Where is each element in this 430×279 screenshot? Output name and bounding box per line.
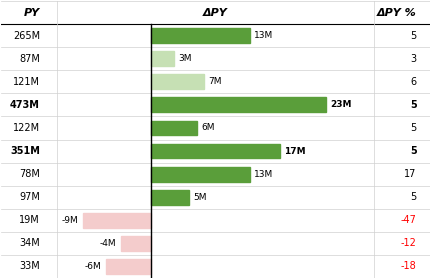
Text: 5: 5 [409, 100, 416, 110]
Text: PY: PY [24, 8, 40, 18]
Text: 19M: 19M [19, 215, 40, 225]
Text: -6M: -6M [85, 262, 101, 271]
Bar [151, 167, 249, 182]
Text: 34M: 34M [19, 238, 40, 248]
Text: -12: -12 [400, 238, 416, 248]
Text: 78M: 78M [19, 169, 40, 179]
Text: 33M: 33M [19, 261, 40, 271]
Bar [121, 235, 151, 251]
Bar [151, 97, 325, 112]
Text: 97M: 97M [19, 192, 40, 202]
Bar [151, 28, 249, 44]
Text: 3: 3 [410, 54, 416, 64]
Text: 5: 5 [409, 123, 416, 133]
Bar [151, 143, 280, 158]
Bar [83, 213, 151, 228]
Text: 17M: 17M [284, 146, 305, 155]
Text: -18: -18 [400, 261, 416, 271]
Text: 5: 5 [409, 192, 416, 202]
Text: 6: 6 [410, 77, 416, 87]
Text: 7M: 7M [208, 78, 221, 86]
Text: 87M: 87M [19, 54, 40, 64]
Text: 265M: 265M [13, 31, 40, 41]
Text: 13M: 13M [253, 32, 273, 40]
Text: 121M: 121M [13, 77, 40, 87]
Text: 3M: 3M [178, 54, 191, 63]
Text: 5: 5 [409, 146, 416, 156]
Text: -4M: -4M [100, 239, 117, 247]
Text: -9M: -9M [62, 216, 79, 225]
Bar [151, 121, 196, 136]
Text: 5: 5 [409, 31, 416, 41]
Text: 6M: 6M [200, 124, 214, 133]
Bar [151, 74, 204, 90]
Text: 122M: 122M [13, 123, 40, 133]
Bar [151, 189, 189, 205]
Text: 13M: 13M [253, 170, 273, 179]
Text: 473M: 473M [10, 100, 40, 110]
Text: 17: 17 [403, 169, 416, 179]
Text: 23M: 23M [329, 100, 350, 109]
Text: 351M: 351M [10, 146, 40, 156]
Text: 5M: 5M [193, 193, 206, 201]
Bar [105, 259, 151, 274]
Bar [151, 51, 174, 66]
Text: ΔPY %: ΔPY % [376, 8, 416, 18]
Text: ΔPY: ΔPY [203, 8, 227, 18]
Text: -47: -47 [400, 215, 416, 225]
